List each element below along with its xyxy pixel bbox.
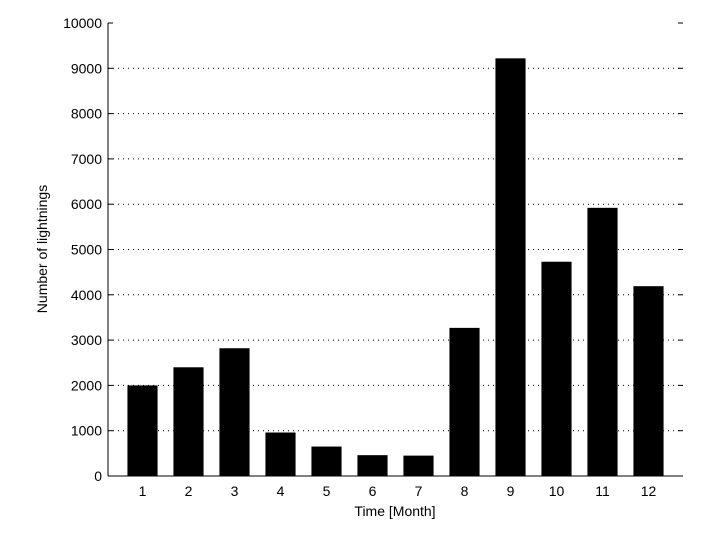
x-tick-label: 7 xyxy=(415,483,423,499)
y-axis-label: Number of lightnings xyxy=(34,185,50,313)
x-tick-label: 5 xyxy=(323,483,331,499)
y-tick-label: 1000 xyxy=(71,423,102,439)
bar-month-10 xyxy=(541,261,572,476)
x-tick-label: 2 xyxy=(185,483,193,499)
x-tick-label: 11 xyxy=(595,483,610,499)
y-tick-label: 3000 xyxy=(71,332,102,348)
y-tick-label: 10000 xyxy=(63,15,102,31)
x-tick-label: 6 xyxy=(369,483,377,499)
x-tick-label: 8 xyxy=(461,483,469,499)
axes xyxy=(107,22,683,477)
y-tick-label: 7000 xyxy=(71,151,102,167)
y-tick-label: 4000 xyxy=(71,287,102,303)
y-tick-label: 2000 xyxy=(71,377,102,393)
bar-month-6 xyxy=(357,455,388,476)
y-tick-labels: 0 1000 2000 3000 4000 5000 6000 7000 8000 9000 100… xyxy=(63,15,102,484)
bars xyxy=(127,58,664,477)
bar-month-9 xyxy=(495,58,526,477)
grid-lines xyxy=(108,67,683,432)
x-tick-label: 12 xyxy=(641,483,657,499)
bar-month-11 xyxy=(587,207,618,476)
x-tick-label: 9 xyxy=(507,483,515,499)
bar-month-2 xyxy=(173,367,204,476)
y-tick-label: 5000 xyxy=(71,242,102,258)
x-axis-label: Time [Month] xyxy=(354,503,435,519)
x-tick-label: 10 xyxy=(549,483,565,499)
bar-month-12 xyxy=(633,286,664,476)
x-tick-labels: 1 2 3 4 5 6 7 8 9 10 11 12 xyxy=(139,483,657,499)
bar-month-8 xyxy=(449,327,480,476)
y-tick-label: 0 xyxy=(94,468,102,484)
bar-month-1 xyxy=(127,385,158,476)
x-tick-label: 3 xyxy=(231,483,239,499)
x-tick-label: 4 xyxy=(277,483,285,499)
y-tick-label: 8000 xyxy=(71,106,102,122)
bar-month-7 xyxy=(403,455,434,476)
x-tick-label: 1 xyxy=(139,483,147,499)
y-tick-label: 6000 xyxy=(71,196,102,212)
bar-month-3 xyxy=(219,348,250,476)
y-tick-label: 9000 xyxy=(71,60,102,76)
bar-month-4 xyxy=(265,432,296,476)
